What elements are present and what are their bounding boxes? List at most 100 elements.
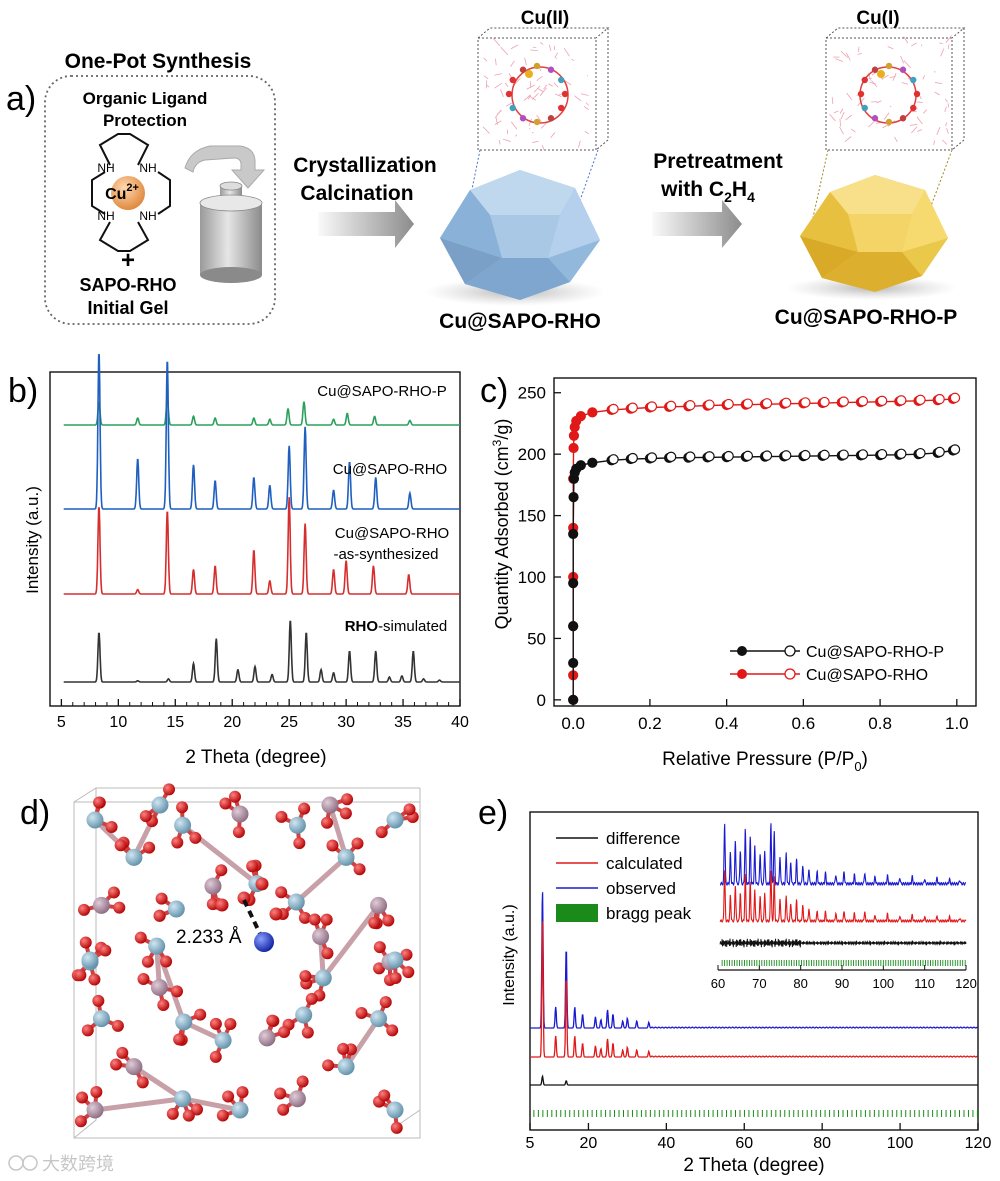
legend-rho-p: Cu@SAPO-RHO-P — [806, 644, 944, 661]
tetrahedral-atom — [125, 848, 143, 866]
tetrahedral-atom — [231, 1101, 249, 1119]
gold-crystal — [787, 175, 957, 300]
framework-bond — [934, 82, 943, 84]
framework-bond — [892, 72, 897, 81]
panel-e-ylabel: Intensity (a.u.) — [501, 904, 518, 1005]
framework-bond — [911, 42, 917, 47]
x-tick-label: 20 — [580, 1135, 598, 1152]
oxygen-atom — [236, 1086, 249, 1099]
desorption-point — [896, 395, 907, 406]
rho-cage-box — [73, 787, 421, 1139]
framework-bond — [485, 80, 488, 89]
oxygen-atom — [305, 992, 318, 1005]
adsorption-point — [575, 460, 586, 471]
oxygen-atom — [375, 826, 388, 839]
panel-e-label: e) — [478, 794, 508, 832]
framework-bond — [541, 144, 545, 151]
framework-bond — [883, 112, 890, 120]
adsorption-point — [587, 407, 598, 418]
desorption-point — [627, 402, 638, 413]
tetrahedral-atom — [337, 1058, 355, 1076]
framework-bond — [498, 140, 501, 145]
x-tick-label: 0.2 — [638, 714, 662, 733]
oxygen-atom — [322, 1059, 335, 1072]
framework-bond — [867, 121, 875, 128]
adsorption-point — [568, 694, 579, 705]
framework-bond — [514, 134, 518, 137]
x-tick-label: 25 — [280, 714, 298, 731]
framework-bond — [510, 44, 519, 50]
oxygen-atom — [308, 913, 321, 926]
cu2-label: Cu(II) — [521, 8, 570, 29]
desorption-point — [857, 449, 869, 460]
oxygen-atom — [326, 839, 339, 852]
framework-bond — [945, 98, 948, 103]
panel-c-ticks: 0.0 0.2 0.4 0.6 0.8 1.0 0 50 100 150 200 250 — [518, 384, 969, 733]
panel-b-label: b) — [8, 372, 38, 410]
tetrahedral-atom — [370, 896, 388, 914]
panel-c: c) 0.0 0.2 0.4 0.6 0.8 1.0 0 50 100 150 200 250 Qua… — [480, 372, 977, 774]
framework-bond — [483, 75, 489, 80]
framework-bond — [916, 101, 923, 103]
desorption-point — [800, 449, 811, 461]
watermark: 大数跨境 — [8, 1154, 114, 1174]
framework-bond — [922, 75, 925, 80]
adsorption-point — [568, 621, 579, 632]
oxygen-atom — [275, 886, 288, 899]
oxygen-atom — [232, 825, 245, 838]
panel-b-curves — [63, 354, 460, 683]
oxygen-atom — [382, 914, 395, 927]
tetrahedral-atom — [86, 811, 104, 829]
tetrahedral-atom — [148, 937, 166, 955]
tetrahedral-atom — [287, 893, 305, 911]
tetrahedral-atom — [386, 951, 404, 969]
rietveld-calculated — [530, 921, 978, 1058]
oxygen-atom — [298, 911, 311, 924]
rho-framework — [71, 783, 419, 1134]
desorption-point — [915, 447, 926, 459]
oxygen-atom — [275, 810, 288, 823]
x-tick-label: 40 — [451, 714, 469, 731]
oxygen-atom — [341, 793, 354, 806]
oxygen-atom — [76, 1091, 89, 1104]
xrd-curve-0 — [63, 395, 460, 426]
oxygen-atom — [194, 1008, 207, 1021]
oxygen-atom — [79, 936, 92, 949]
adsorption-point — [575, 410, 586, 422]
framework-bond — [564, 79, 572, 86]
curved-arrow — [184, 145, 266, 189]
arrow-step2 — [652, 200, 742, 248]
ligand-line2: Protection — [103, 111, 187, 130]
framework-bond — [882, 124, 889, 129]
framework-bond — [131, 1064, 186, 1102]
inset-tick-label: 80 — [793, 976, 807, 991]
label-rho-p: Cu@SAPO-RHO-P — [317, 383, 446, 400]
oxygen-atom — [321, 947, 334, 960]
desorption-point — [857, 396, 869, 407]
framework-bond — [944, 106, 947, 112]
desorption-point — [742, 398, 754, 409]
ring-atom — [861, 76, 868, 84]
framework-bond — [933, 140, 936, 146]
nh-top-right: NH — [139, 161, 156, 175]
desorption-point — [780, 450, 792, 461]
x-tick-label: 5 — [57, 714, 66, 731]
oxygen-atom — [182, 1109, 195, 1122]
ring-atom — [913, 90, 921, 98]
framework-bond — [900, 55, 905, 64]
x-tick-label: 0.8 — [868, 714, 892, 733]
product2-label: Cu@SAPO-RHO-P — [775, 306, 958, 329]
oxygen-atom — [173, 1033, 186, 1046]
desorption-point — [819, 396, 830, 408]
isotherm-line-0 — [572, 449, 954, 700]
framework-bond — [846, 52, 851, 61]
tetrahedral-atom — [92, 1010, 110, 1028]
framework-bond — [901, 82, 909, 85]
cyclam-ligand — [91, 133, 171, 252]
framework-bond — [831, 96, 834, 105]
tetrahedral-atom — [174, 816, 192, 834]
desorption-point — [723, 398, 734, 410]
ring-atom — [871, 66, 879, 73]
framework-bond — [833, 110, 839, 114]
framework-bond — [845, 114, 853, 121]
